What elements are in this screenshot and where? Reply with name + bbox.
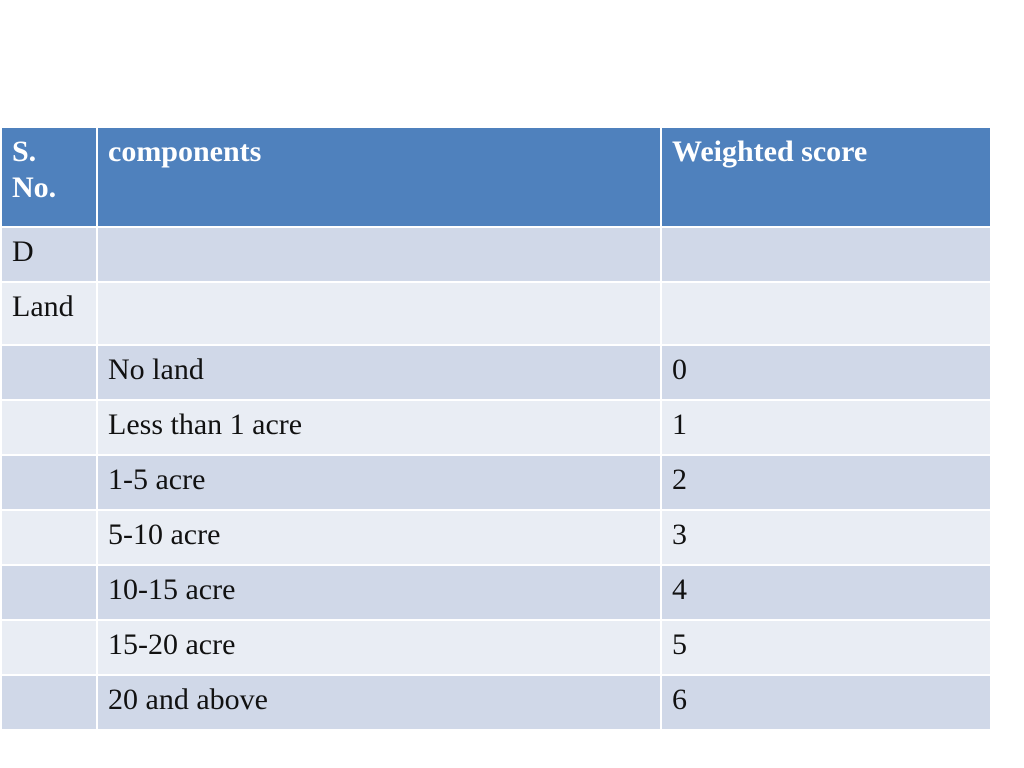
- cell-score: 3: [660, 509, 992, 566]
- table-row: No land 0: [0, 344, 992, 401]
- cell-score: 4: [660, 564, 992, 621]
- cell-score: 1: [660, 399, 992, 456]
- cell-component: 15-20 acre: [96, 619, 662, 676]
- cell-score: 0: [660, 344, 992, 401]
- table-row: 20 and above 6: [0, 674, 992, 731]
- cell-component: Less than 1 acre: [96, 399, 662, 456]
- table-row: 1-5 acre 2: [0, 454, 992, 511]
- cell-component: [96, 281, 662, 346]
- header-sno: S. No.: [0, 126, 98, 228]
- header-weighted-score: Weighted score: [660, 126, 992, 228]
- cell-sno: [0, 674, 98, 731]
- table-row: D: [0, 226, 992, 283]
- cell-component: [96, 226, 662, 283]
- cell-component: 5-10 acre: [96, 509, 662, 566]
- header-row: S. No. components Weighted score: [0, 126, 992, 228]
- cell-sno: [0, 399, 98, 456]
- cell-component: 10-15 acre: [96, 564, 662, 621]
- table-row: 15-20 acre 5: [0, 619, 992, 676]
- weighted-score-table: S. No. components Weighted score D Land …: [0, 126, 992, 731]
- cell-score: 5: [660, 619, 992, 676]
- cell-sno: [0, 509, 98, 566]
- cell-score: [660, 281, 992, 346]
- cell-score: 6: [660, 674, 992, 731]
- cell-component: No land: [96, 344, 662, 401]
- header-components: components: [96, 126, 662, 228]
- cell-component: 20 and above: [96, 674, 662, 731]
- cell-score: 2: [660, 454, 992, 511]
- cell-sno: [0, 454, 98, 511]
- table-row: 5-10 acre 3: [0, 509, 992, 566]
- table-row: Land: [0, 281, 992, 346]
- cell-sno: D: [0, 226, 98, 283]
- table-row: Less than 1 acre 1: [0, 399, 992, 456]
- cell-sno: Land: [0, 281, 98, 346]
- cell-sno: [0, 619, 98, 676]
- cell-sno: [0, 344, 98, 401]
- cell-sno: [0, 564, 98, 621]
- table-row: 10-15 acre 4: [0, 564, 992, 621]
- cell-component: 1-5 acre: [96, 454, 662, 511]
- cell-score: [660, 226, 992, 283]
